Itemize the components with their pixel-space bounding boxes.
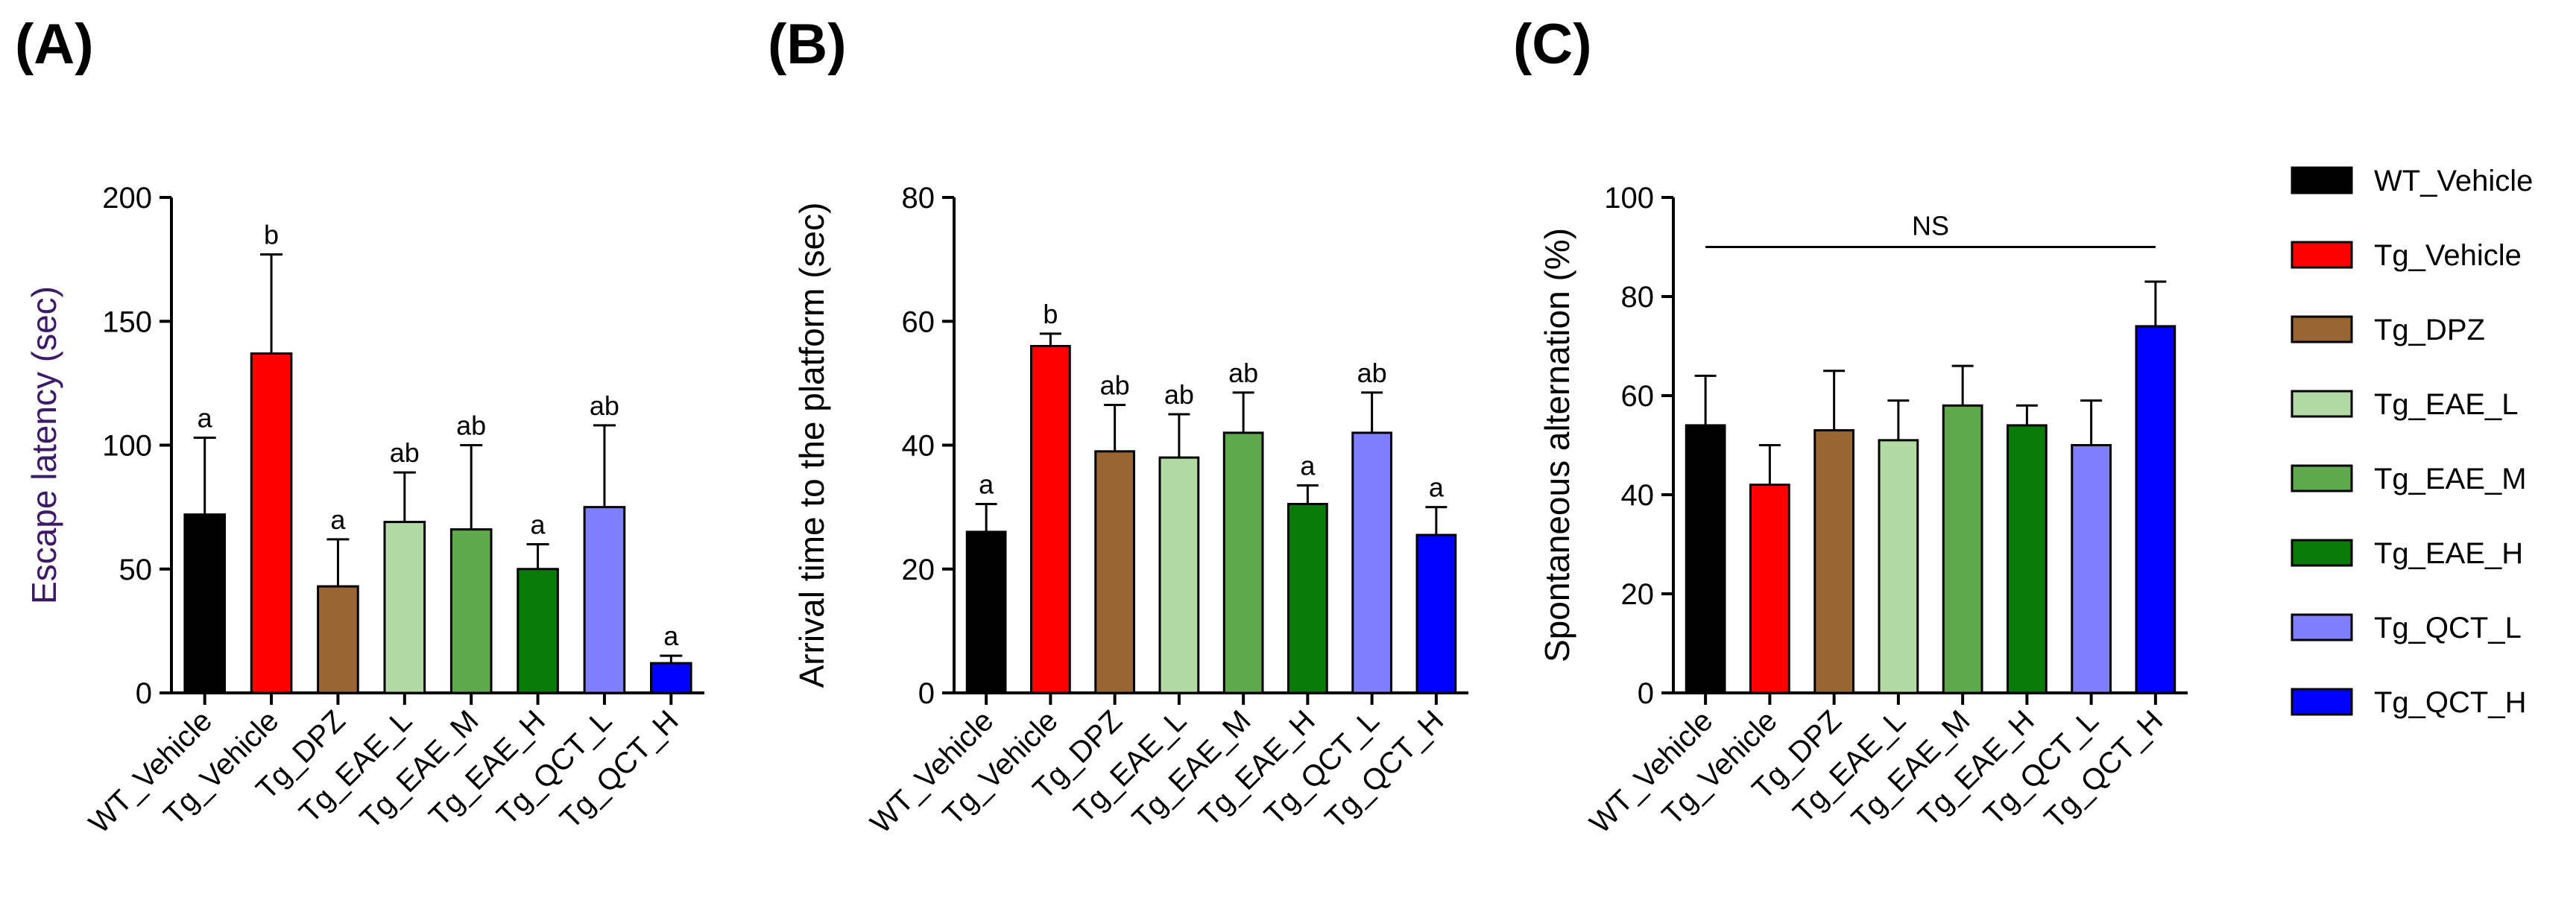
significance-letter: b <box>264 219 279 250</box>
y-tick-label: 50 <box>119 554 153 586</box>
y-axis-label: Escape latency (sec) <box>25 286 63 604</box>
bar-Tg_QCT_H <box>650 662 692 694</box>
bar-WT_Vehicle <box>965 530 1007 694</box>
legend-label: WT_Vehicle <box>2374 165 2533 197</box>
legend-label: Tg_EAE_M <box>2374 463 2527 495</box>
legend-item: Tg_QCT_H <box>2291 686 2527 719</box>
legend-item: Tg_EAE_M <box>2291 463 2527 495</box>
significance-letter: a <box>663 621 679 651</box>
y-tick-label: 0 <box>1638 677 1654 710</box>
significance-letter: ab <box>390 437 420 468</box>
y-tick-label: 200 <box>102 182 152 215</box>
legend-swatch <box>2291 315 2353 343</box>
bar-Tg_EAE_H <box>1287 502 1328 694</box>
significance-letter: b <box>1043 299 1058 329</box>
bar-Tg_EAE_M <box>1942 404 1983 694</box>
bar-Tg_EAE_L <box>1158 456 1200 694</box>
y-tick-label: 60 <box>902 305 935 338</box>
y-tick-label: 40 <box>902 430 935 463</box>
significance-label: NS <box>1912 211 1949 241</box>
significance-letter: a <box>1300 451 1316 481</box>
legend: WT_Vehicle Tg_Vehicle Tg_DPZ Tg_EAE_L Tg_EAE… <box>2291 165 2533 719</box>
bar-Tg_EAE_L <box>383 521 426 694</box>
legend-label: Tg_EAE_L <box>2374 388 2518 421</box>
legend-label: Tg_QCT_H <box>2374 686 2527 719</box>
y-tick-label: 100 <box>1604 182 1654 215</box>
bar-Tg_DPZ <box>317 585 359 694</box>
y-tick-label: 60 <box>1621 380 1655 413</box>
bar-Tg_EAE_H <box>2007 424 2048 694</box>
significance-letter: ab <box>590 390 619 421</box>
significance-letter: ab <box>1357 358 1387 388</box>
legend-swatch <box>2291 464 2353 492</box>
y-tick-label: 80 <box>902 182 935 215</box>
bar-WT_Vehicle <box>183 513 226 694</box>
legend-item: WT_Vehicle <box>2291 165 2533 197</box>
significance-letter: ab <box>1100 370 1130 400</box>
legend-label: Tg_DPZ <box>2374 314 2485 346</box>
bar-Tg_QCT_L <box>583 506 626 694</box>
significance-letter: a <box>198 403 213 434</box>
y-axis-label: Spontaneous alternation (%) <box>1538 228 1576 662</box>
significance-letter: a <box>979 469 994 499</box>
bar-Tg_QCT_H <box>1415 533 1457 694</box>
legend-label: Tg_EAE_H <box>2374 537 2523 570</box>
bar-Tg_Vehicle <box>1749 484 1790 694</box>
significance-letter: ab <box>1228 358 1258 388</box>
legend-item: Tg_DPZ <box>2291 314 2485 346</box>
y-tick-label: 100 <box>102 430 152 463</box>
significance-letter: ab <box>456 411 486 441</box>
significance-letter: a <box>1429 472 1445 503</box>
y-axis-label: Arrival time to the platform (sec) <box>792 203 831 688</box>
bar-Tg_EAE_M <box>1222 431 1264 694</box>
bar-Tg_QCT_L <box>2071 444 2112 694</box>
bar-Tg_QCT_L <box>1351 431 1392 694</box>
panel-label: (B) <box>768 13 847 76</box>
legend-swatch <box>2291 688 2353 716</box>
panel-label: (C) <box>1513 13 1592 76</box>
bar-Tg_Vehicle <box>250 352 293 694</box>
legend-swatch <box>2291 241 2353 269</box>
legend-item: Tg_EAE_H <box>2291 537 2523 570</box>
y-tick-label: 150 <box>102 305 152 338</box>
y-tick-label: 40 <box>1621 479 1655 512</box>
bar-Tg_DPZ <box>1094 450 1135 694</box>
bar-Tg_DPZ <box>1813 429 1854 694</box>
legend-item: Tg_EAE_L <box>2291 388 2518 421</box>
bar-WT_Vehicle <box>1685 424 1726 694</box>
legend-swatch <box>2291 539 2353 567</box>
legend-swatch <box>2291 390 2353 418</box>
legend-label: Tg_Vehicle <box>2374 239 2522 272</box>
y-tick-label: 20 <box>1621 578 1655 611</box>
significance-letter: a <box>330 504 346 535</box>
legend-swatch <box>2291 613 2353 641</box>
y-tick-label: 20 <box>902 554 935 586</box>
significance-letter: ab <box>1164 379 1194 410</box>
legend-swatch <box>2291 166 2353 194</box>
bar-Tg_QCT_H <box>2135 325 2176 694</box>
bar-Tg_Vehicle <box>1030 345 1071 694</box>
chart-panel-2: (B) 0 20 40 60 80 Arrival time to the platform… <box>768 13 1468 840</box>
y-tick-label: 0 <box>918 677 935 710</box>
legend-item: Tg_QCT_L <box>2291 612 2522 644</box>
y-tick-label: 0 <box>136 677 152 710</box>
bar-Tg_EAE_H <box>517 568 559 694</box>
y-tick-label: 80 <box>1621 281 1655 314</box>
bar-Tg_EAE_L <box>1878 439 1919 694</box>
significance-letter: a <box>531 510 546 540</box>
legend-label: Tg_QCT_L <box>2374 612 2522 644</box>
panel-label: (A) <box>15 13 94 76</box>
bar-Tg_EAE_M <box>449 528 493 694</box>
chart-panel-3: (C) 0 20 40 60 80 100 Spontaneous alternation (… <box>1513 13 2188 840</box>
legend-item: Tg_Vehicle <box>2291 239 2522 272</box>
